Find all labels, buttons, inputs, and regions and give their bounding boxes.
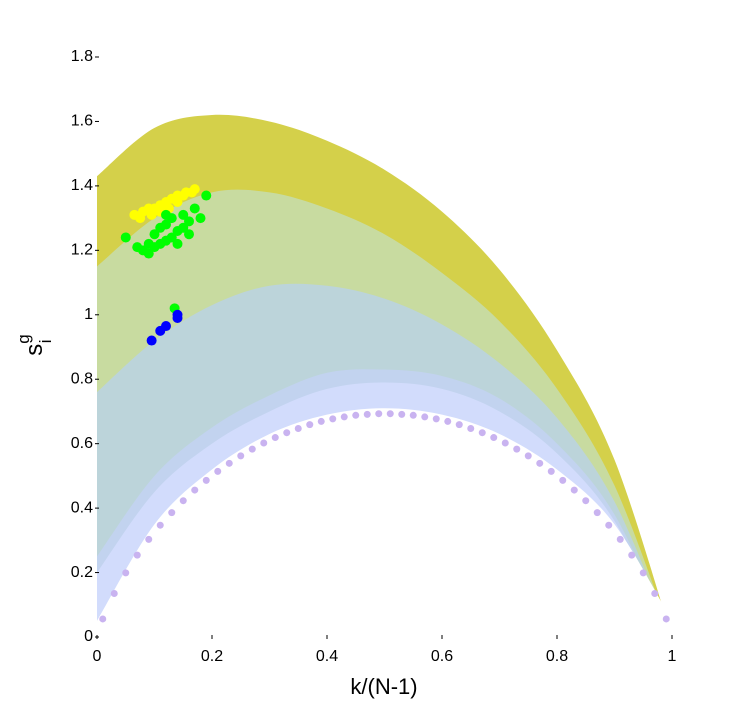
x-tick-label: 0.6: [431, 648, 453, 665]
y-tick-label: 1.2: [71, 242, 93, 259]
y-label-sup: g: [14, 334, 33, 343]
scatter-point: [490, 434, 498, 442]
y-tick-label: 1.6: [71, 113, 93, 130]
y-tick-label: 0.6: [71, 435, 93, 452]
scatter-point: [146, 335, 157, 346]
scatter-point: [524, 452, 532, 460]
scatter-point: [363, 410, 371, 418]
scatter-point: [271, 434, 279, 442]
scatter-point: [178, 209, 189, 220]
y-tick-label: 1.8: [71, 48, 93, 65]
scatter-point: [559, 476, 567, 484]
scatter-point: [478, 429, 486, 437]
scatter-point: [195, 213, 206, 224]
scatter-point: [340, 413, 348, 421]
x-tick-label: 0.8: [546, 648, 568, 665]
scatter-point: [409, 411, 417, 419]
scatter-point: [189, 184, 200, 195]
scatter-point: [143, 248, 154, 259]
scatter-point: [593, 509, 601, 517]
scatter-point: [501, 439, 509, 447]
y-tick-label: 0.4: [71, 499, 93, 516]
scatter-point: [189, 203, 200, 214]
scatter-point: [161, 219, 171, 230]
y-label-base: s: [21, 344, 48, 356]
scatter-point: [166, 232, 177, 243]
y-label-sub: i: [36, 339, 55, 343]
scatter-point: [122, 569, 130, 577]
scatter-point: [161, 321, 171, 332]
x-tick-label: 0: [93, 648, 102, 665]
scatter-point: [329, 415, 337, 423]
scatter-point: [455, 421, 463, 429]
scatter-point: [202, 476, 210, 484]
scatter-point: [386, 410, 394, 418]
x-tick-label: 1: [668, 648, 677, 665]
band-area: [97, 408, 672, 637]
scatter-point: [398, 410, 406, 418]
scatter-point: [513, 445, 521, 453]
scatter-point: [639, 569, 647, 577]
scatter-point: [178, 222, 189, 233]
scatter-point: [444, 417, 452, 425]
scatter-point: [172, 238, 183, 249]
scatter-point: [172, 197, 183, 207]
scatter-point: [184, 216, 194, 227]
scatter-point: [582, 497, 590, 505]
scatter-point: [191, 486, 199, 494]
scatter-point: [421, 413, 429, 421]
scatter-point: [133, 551, 141, 559]
scatter-point: [184, 229, 194, 240]
scatter-point: [570, 486, 578, 494]
scatter-point: [605, 521, 613, 529]
scatter-point: [352, 411, 360, 419]
scatter-point: [214, 467, 222, 475]
scatter-point: [375, 410, 383, 418]
scatter-point: [145, 535, 153, 543]
scatter-point: [225, 459, 233, 467]
scatter-point: [317, 417, 325, 425]
x-tick-label: 0.4: [316, 648, 338, 665]
y-tick-label: 0.2: [71, 564, 93, 581]
scatter-point: [467, 425, 475, 433]
scatter-point: [168, 509, 176, 517]
scatter-point: [99, 615, 107, 623]
scatter-point: [179, 497, 187, 505]
y-axis-label: sg i: [14, 334, 55, 355]
y-tick-label: 1.4: [71, 177, 93, 194]
scatter-point: [156, 521, 164, 529]
scatter-point: [120, 232, 131, 243]
x-axis-label: k/(N-1): [350, 674, 417, 699]
scatter-point: [662, 615, 670, 623]
y-tick-label: 0.8: [71, 370, 93, 387]
scatter-point: [149, 229, 160, 240]
scatter-point: [161, 209, 171, 220]
scatter-point: [432, 415, 440, 423]
scatter-point: [110, 590, 118, 597]
scatter-point: [172, 309, 183, 320]
scatter-point: [536, 459, 544, 467]
scatter-point: [248, 445, 256, 453]
scatter-point: [306, 421, 314, 429]
scatter-point: [283, 429, 291, 437]
scatter-point: [628, 551, 636, 559]
scatter-point: [201, 190, 212, 201]
y-tick-label: 1: [84, 306, 93, 323]
scatter-point: [651, 590, 659, 597]
scatter-point: [294, 425, 302, 433]
scatter-point: [547, 467, 555, 475]
x-tick-label: 0.2: [201, 648, 223, 665]
y-tick-label: 0: [84, 628, 93, 645]
scatter-point: [260, 439, 268, 447]
scatter-point: [616, 535, 624, 543]
scatter-point: [237, 452, 245, 460]
